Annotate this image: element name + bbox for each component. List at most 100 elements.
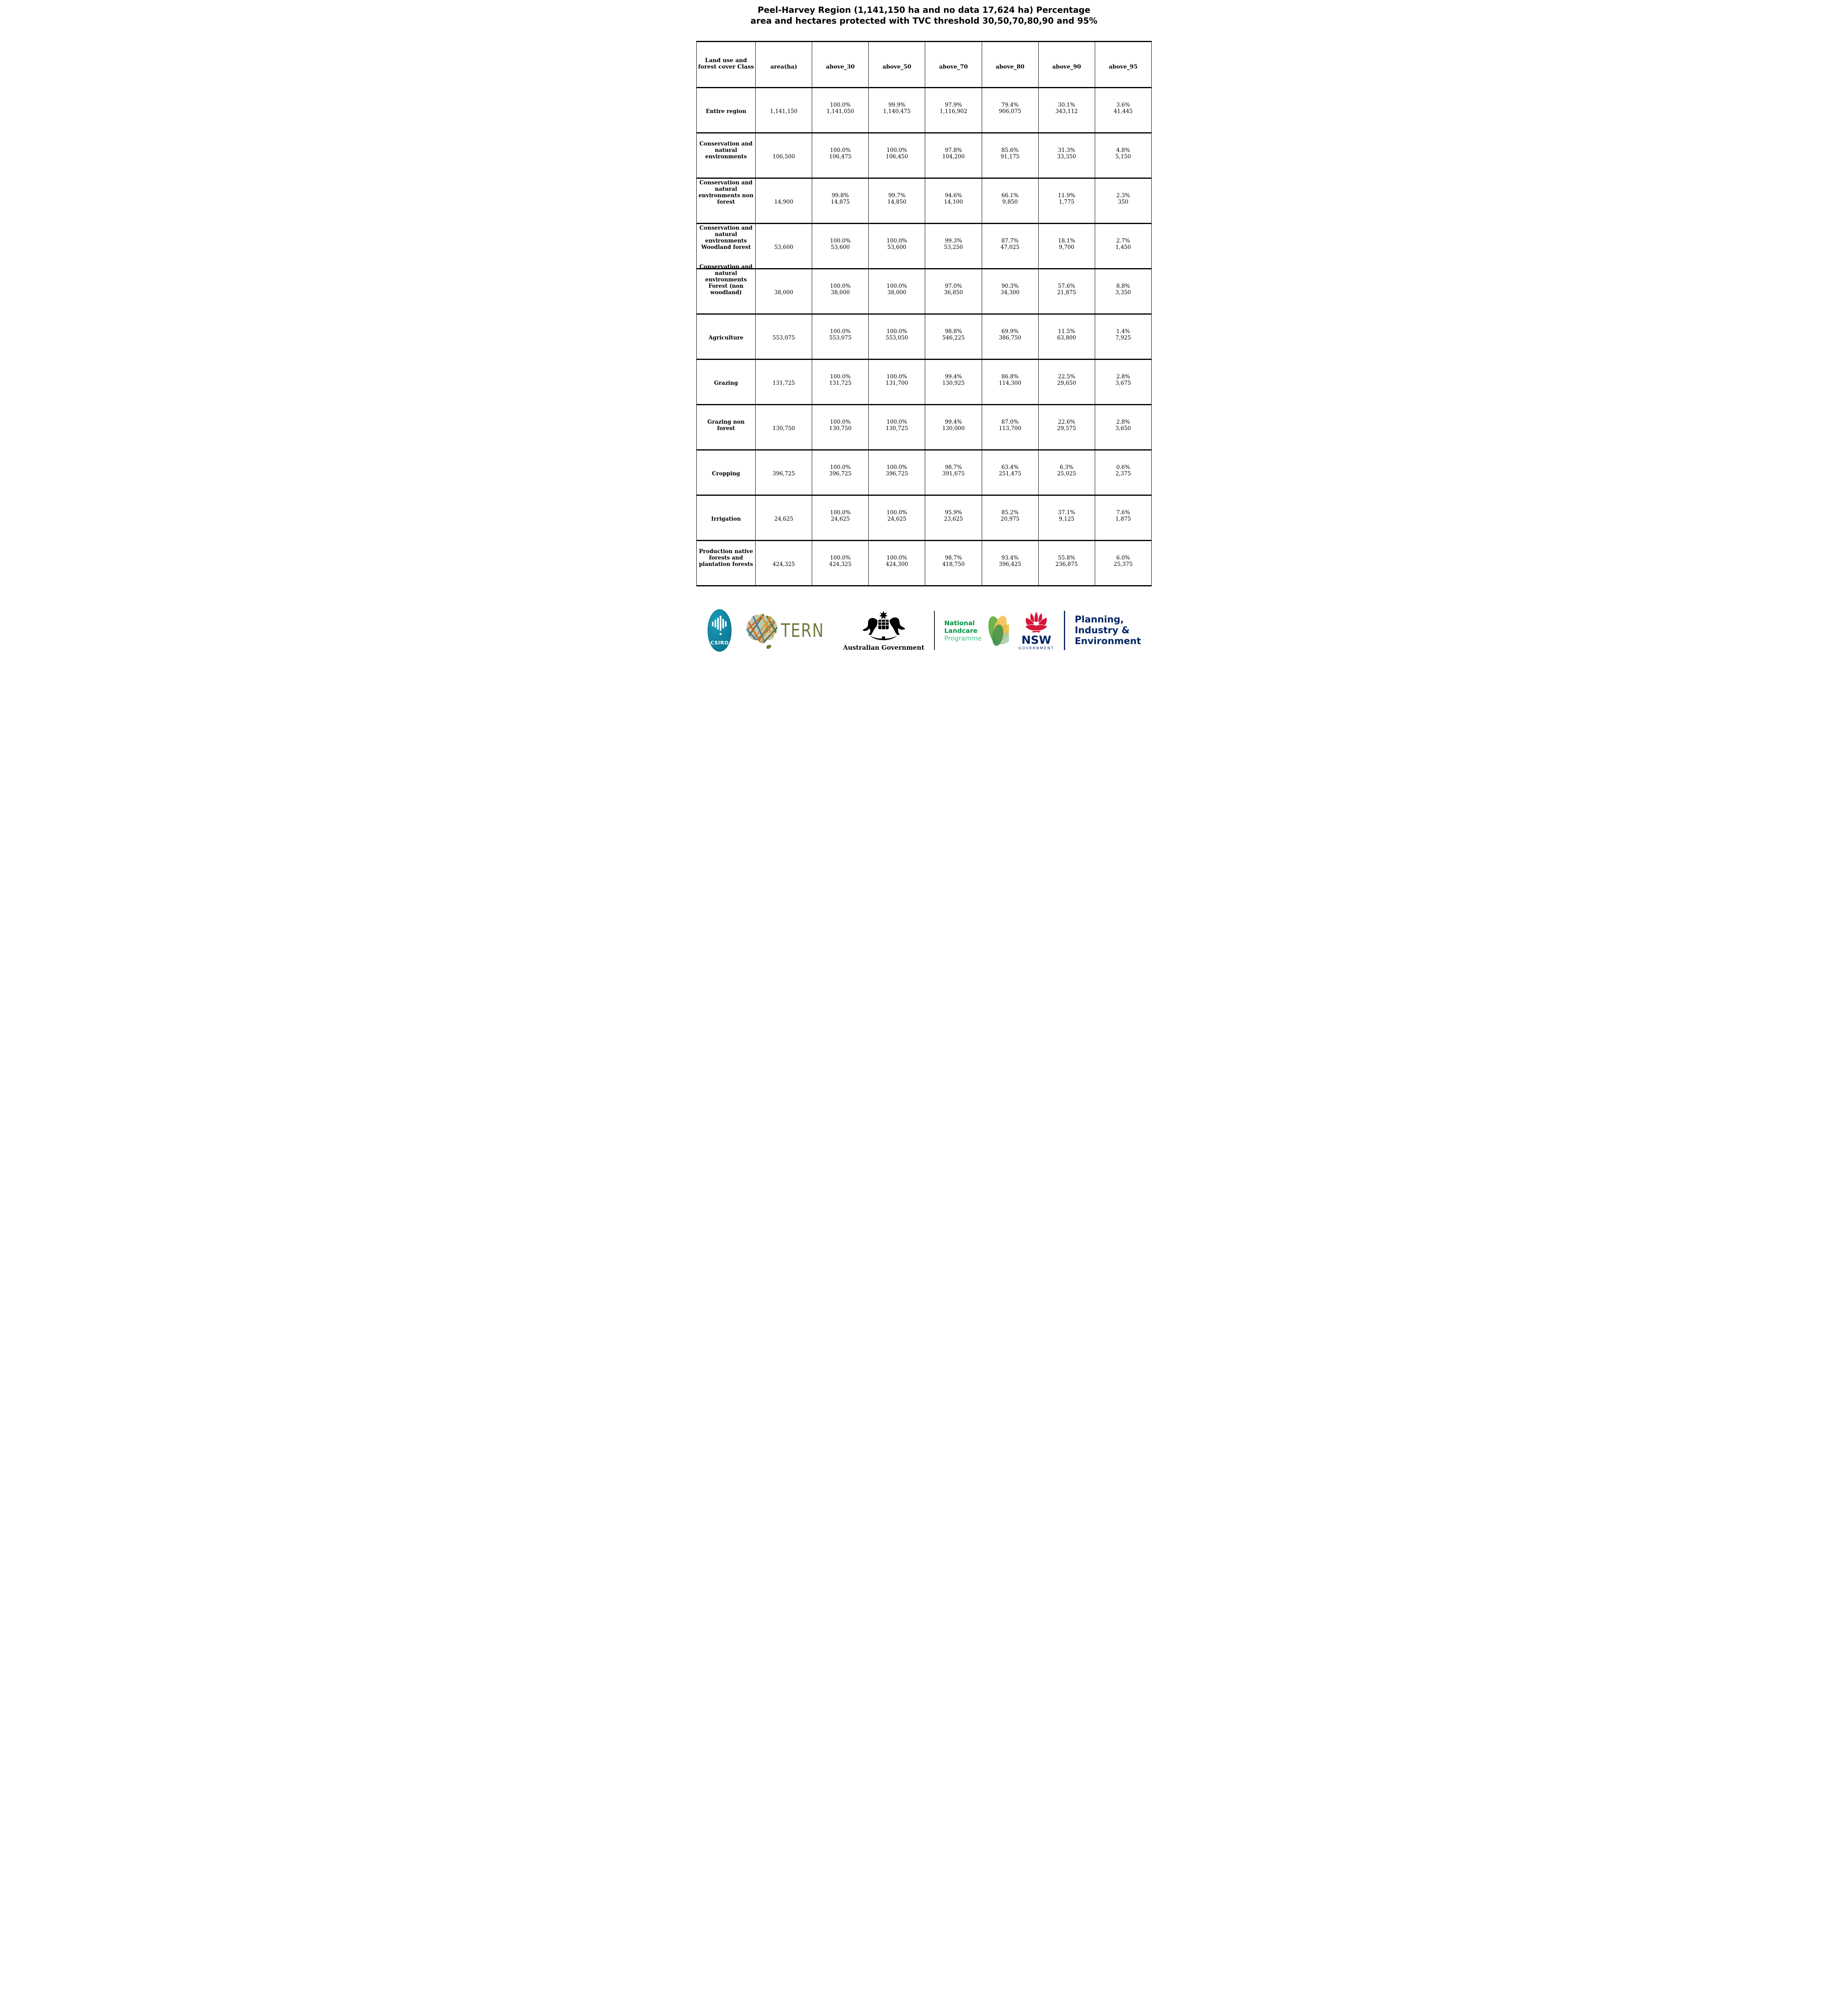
- table-cell: 11.5% 63,800: [1038, 313, 1095, 360]
- hectares-value: 396,425: [999, 561, 1021, 568]
- hectares-value: 91,175: [1000, 154, 1020, 160]
- percent-value: 100.0%: [830, 283, 851, 289]
- table-cell: 79.4% 906,075: [981, 87, 1039, 133]
- table-cell: 87.7% 47,025: [981, 223, 1039, 269]
- header-above-70: above_70: [939, 64, 968, 70]
- planning-label-line2: Industry &: [1074, 625, 1130, 636]
- percent-value: 100.0%: [830, 464, 851, 471]
- nsw-government-label: GOVERNMENT: [1018, 646, 1054, 650]
- hectares-value: 5,150: [1115, 154, 1131, 160]
- hectares-value: 114,300: [999, 380, 1021, 386]
- table-row: Conservation and natural environments no…: [696, 178, 1152, 224]
- percent-value: 100.0%: [886, 509, 908, 516]
- row-class-label: Production native forests and plantation…: [699, 548, 753, 568]
- row-class-label: Conservation and natural environments: [699, 141, 753, 160]
- table-cell: 100.0% 38,000: [812, 268, 869, 315]
- tern-logo: TERN: [742, 609, 834, 652]
- percent-value: 63.4%: [1001, 464, 1019, 471]
- hectares-value: 9,700: [1059, 244, 1075, 250]
- hectares-value: 106,475: [829, 154, 852, 160]
- table-cell: 100.0% 553,050: [868, 313, 926, 360]
- table-cell: 94.6% 14,100: [925, 178, 982, 224]
- table-row: Grazing 131,725 100.0% 131,725 100.0% 131,…: [696, 359, 1152, 405]
- page-title-line1: Peel-Harvey Region (1,141,150 ha and no …: [757, 5, 1091, 15]
- table-cell: 2.7% 1,450: [1094, 223, 1152, 269]
- percent-value: 99.7%: [888, 192, 906, 199]
- table-cell: 22.5% 29,650: [1038, 359, 1095, 405]
- hectares-value: 3,650: [1115, 425, 1131, 432]
- area-value: 24,625: [774, 516, 793, 522]
- table-row: Agriculture 553,075 100.0% 553,075 100.0%…: [696, 313, 1152, 360]
- table-cell: 100.0% 24,625: [812, 495, 869, 541]
- hectares-value: 24,625: [887, 516, 907, 522]
- landcare-label-line2: Landcare: [944, 626, 978, 634]
- table-cell: 93.4% 396,425: [981, 540, 1039, 586]
- hectares-value: 113,700: [999, 425, 1021, 432]
- planning-label-line3: Environment: [1074, 636, 1141, 646]
- hectares-value: 41,445: [1114, 108, 1133, 115]
- percent-value: 100.0%: [830, 509, 851, 516]
- hectares-value: 343,112: [1055, 108, 1078, 115]
- table-row: Conservation and natural environments Fo…: [696, 264, 1152, 315]
- percent-value: 30.1%: [1058, 102, 1076, 108]
- percent-value: 11.5%: [1058, 328, 1076, 335]
- table-cell: 100.0% 130,750: [812, 404, 869, 450]
- hectares-value: 34,300: [1000, 289, 1020, 296]
- table-header-cell: above_80: [981, 41, 1039, 88]
- table-cell: 98.7% 418,750: [925, 540, 982, 586]
- hectares-value: 1,141,050: [826, 108, 854, 115]
- table-cell: 99.4% 130,925: [925, 359, 982, 405]
- table-cell: 53,600: [755, 223, 813, 269]
- table-cell: 55.8% 236,875: [1038, 540, 1095, 586]
- page-title-line2: area and hectares protected with TVC thr…: [750, 16, 1098, 26]
- percent-value: 100.0%: [830, 102, 851, 108]
- table-cell: Conservation and natural environments no…: [696, 178, 756, 224]
- hectares-value: 2,375: [1115, 471, 1131, 477]
- percent-value: 86.8%: [1001, 374, 1019, 380]
- table-cell: Production native forests and plantation…: [696, 540, 756, 586]
- row-class-label: Irrigation: [711, 516, 741, 522]
- percent-value: 100.0%: [886, 147, 908, 154]
- row-class-label: Conservation and natural environments Wo…: [699, 225, 753, 250]
- tvc-protection-table: Land use and forest cover Class area(ha)…: [696, 41, 1152, 586]
- table-cell: 2.8% 3,675: [1094, 359, 1152, 405]
- table-cell: 98.8% 546,225: [925, 313, 982, 360]
- table-cell: 1.4% 7,925: [1094, 313, 1152, 360]
- landcare-label-line3: Programme: [944, 634, 982, 642]
- hectares-value: 131,725: [829, 380, 852, 386]
- hectares-value: 1,775: [1059, 199, 1075, 205]
- landcare-leaves-icon: [988, 616, 1009, 646]
- table-row: Entire region 1,141,150 100.0% 1,141,050 …: [696, 87, 1152, 133]
- row-class-label: Agriculture: [708, 335, 744, 341]
- hectares-value: 130,000: [942, 425, 965, 432]
- table-cell: 69.9% 386,750: [981, 313, 1039, 360]
- percent-value: 98.7%: [945, 555, 962, 561]
- table-header-cell: above_50: [868, 41, 926, 88]
- area-value: 396,725: [772, 471, 795, 477]
- table-cell: Agriculture: [696, 313, 756, 360]
- hectares-value: 396,725: [886, 471, 908, 477]
- percent-value: 100.0%: [830, 419, 851, 425]
- page-title: Peel-Harvey Region (1,141,150 ha and no …: [693, 5, 1155, 26]
- table-cell: 7.6% 1,875: [1094, 495, 1152, 541]
- hectares-value: 63,800: [1057, 335, 1076, 341]
- table-cell: 553,075: [755, 313, 813, 360]
- hectares-value: 251,475: [999, 471, 1021, 477]
- table-header-cell: above_95: [1094, 41, 1152, 88]
- row-class-label: Conservation and natural environments no…: [698, 180, 754, 205]
- hectares-value: 21,875: [1057, 289, 1076, 296]
- percent-value: 99.3%: [945, 238, 962, 244]
- hectares-value: 546,225: [942, 335, 965, 341]
- hectares-value: 424,300: [886, 561, 908, 568]
- table-cell: 8.8% 3,350: [1094, 268, 1152, 315]
- row-class-label: Grazing non forest: [707, 419, 745, 432]
- header-class: Land use and forest cover Class: [698, 57, 754, 70]
- hectares-value: 14,875: [831, 199, 850, 205]
- percent-value: 99.4%: [945, 374, 962, 380]
- percent-value: 2.7%: [1116, 238, 1130, 244]
- percent-value: 97.9%: [945, 102, 962, 108]
- hectares-value: 53,600: [887, 244, 907, 250]
- percent-value: 87.7%: [1001, 238, 1019, 244]
- table-cell: 85.2% 20,975: [981, 495, 1039, 541]
- table-cell: Irrigation: [696, 495, 756, 541]
